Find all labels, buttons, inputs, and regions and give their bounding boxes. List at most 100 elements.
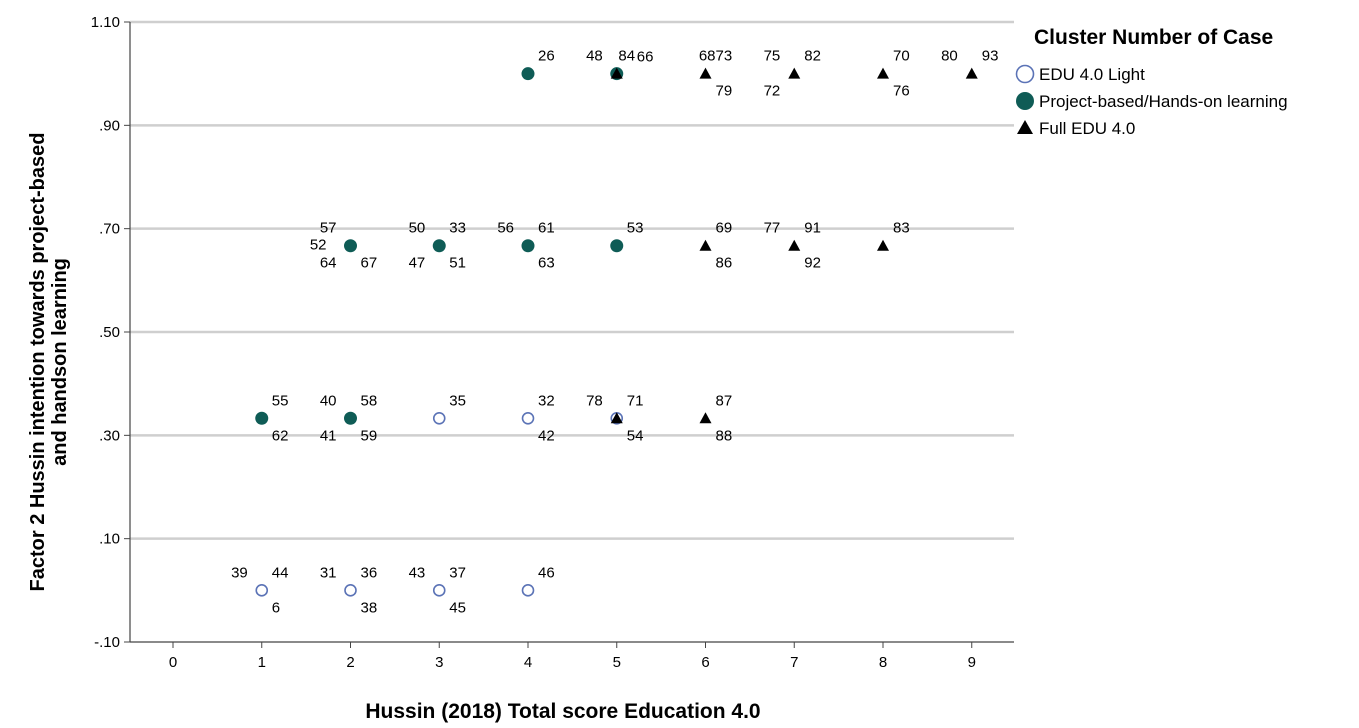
case-label: 80 [941,48,958,65]
case-label: 35 [449,392,466,409]
data-point [344,411,357,425]
case-label: 33 [449,220,466,237]
y-axis-title-line: Factor 2 Hussin intention towards projec… [27,133,49,592]
case-label: 88 [716,427,733,444]
case-label: 76 [893,83,910,100]
data-point [255,584,269,597]
y-axis-title: Factor 2 Hussin intention towards projec… [27,133,71,592]
case-label: 63 [538,255,555,272]
x-tick-label: 6 [701,654,709,671]
case-label: 37 [449,564,466,581]
data-point [610,239,624,253]
case-label: 78 [586,392,603,409]
points-layer [255,67,978,597]
data-point [521,411,535,425]
data-point [521,584,535,597]
x-tick-label: 9 [968,654,976,671]
case-label: 53 [627,220,644,237]
case-label: 57 [320,220,337,237]
case-label: 41 [320,427,337,444]
case-label: 42 [538,427,555,444]
case-label: 86 [716,255,733,272]
series-0 [255,411,624,597]
case-label: 45 [449,599,466,616]
data-point [255,411,269,425]
x-tick-label: 8 [879,654,887,671]
case-label: 43 [409,564,426,581]
legend-item: EDU 4.0 Light [1015,64,1145,84]
data-point [699,67,712,79]
x-axis-title: Hussin (2018) Total score Education 4.0 [365,700,760,723]
case-label: 31 [320,564,337,581]
case-label: 84 [618,48,635,65]
y-tick-label: -.10 [94,634,120,651]
case-label: 47 [409,255,426,272]
case-label: 79 [716,83,733,100]
legend-label: Project-based/Hands-on learning [1039,92,1288,111]
case-label: 66 [637,49,654,66]
case-label: 26 [538,48,555,65]
case-label: 6 [272,599,280,616]
case-label: 70 [893,48,910,65]
case-label: 92 [804,255,821,272]
legend-filled-circle-icon [1016,92,1034,110]
case-label: 52 [310,237,327,254]
case-label: 36 [361,564,378,581]
x-tick-label: 2 [346,654,354,671]
data-point [432,584,446,597]
case-label: 93 [982,48,999,65]
legend-label: Full EDU 4.0 [1039,119,1135,138]
axes-layer: 1.10.90.70.50.30.10-.100 1 2 3 4 5 6 7 8 9 [91,14,1014,671]
legend-label: EDU 4.0 Light [1039,65,1145,84]
y-tick-label: .10 [99,531,120,548]
case-label: 69 [716,220,733,237]
y-tick-label: .50 [99,324,120,341]
case-label: 72 [764,83,781,100]
case-label: 75 [764,48,781,65]
case-label: 82 [804,48,821,65]
case-label: 39 [231,564,248,581]
data-point [344,584,357,597]
data-point [965,67,978,79]
legend-item: Full EDU 4.0 [1017,119,1135,138]
y-axis-title-line: and handson learning [49,258,71,466]
x-tick-label: 1 [258,654,266,671]
case-label: 44 [272,564,289,581]
x-tick-label: 5 [613,654,621,671]
x-tick-label: 7 [790,654,798,671]
data-point [788,239,801,251]
grid-layer [130,20,1014,540]
data-point [699,239,712,251]
legend-title: Cluster Number of Case [1034,26,1273,49]
legend-item: Project-based/Hands-on learning [1016,92,1288,111]
case-label: 77 [764,220,781,237]
case-label: 50 [409,220,426,237]
case-label: 46 [538,564,555,581]
case-label: 67 [361,255,378,272]
case-label: 62 [272,427,289,444]
case-label: 56 [497,220,514,237]
legend: Cluster Number of Case EDU 4.0 Light Proj… [1015,26,1288,138]
x-tick-label: 0 [169,654,177,671]
case-label: 51 [449,255,466,272]
data-point [432,411,446,425]
legend-open-circle-icon [1015,64,1035,84]
case-label: 32 [538,392,555,409]
series-2 [610,67,978,424]
data-point [877,239,889,251]
legend-entries: EDU 4.0 Light Project-based/Hands-on lear… [1015,64,1288,138]
case-label: 83 [893,220,910,237]
case-label: 91 [804,220,821,237]
case-label: 61 [538,220,555,237]
data-point [610,412,623,424]
x-tick-label: 3 [435,654,443,671]
data-point [521,239,535,253]
case-label: 64 [320,255,337,272]
case-labels-layer: 39 44 6 31 36 38 43 37 45 46 55 62 40 58 41 59 35 32 42 78 7… [231,48,998,617]
y-tick-label: .90 [99,117,120,134]
y-tick-label: .30 [99,427,120,444]
data-point [344,239,357,253]
x-tick-label: 4 [524,654,532,671]
